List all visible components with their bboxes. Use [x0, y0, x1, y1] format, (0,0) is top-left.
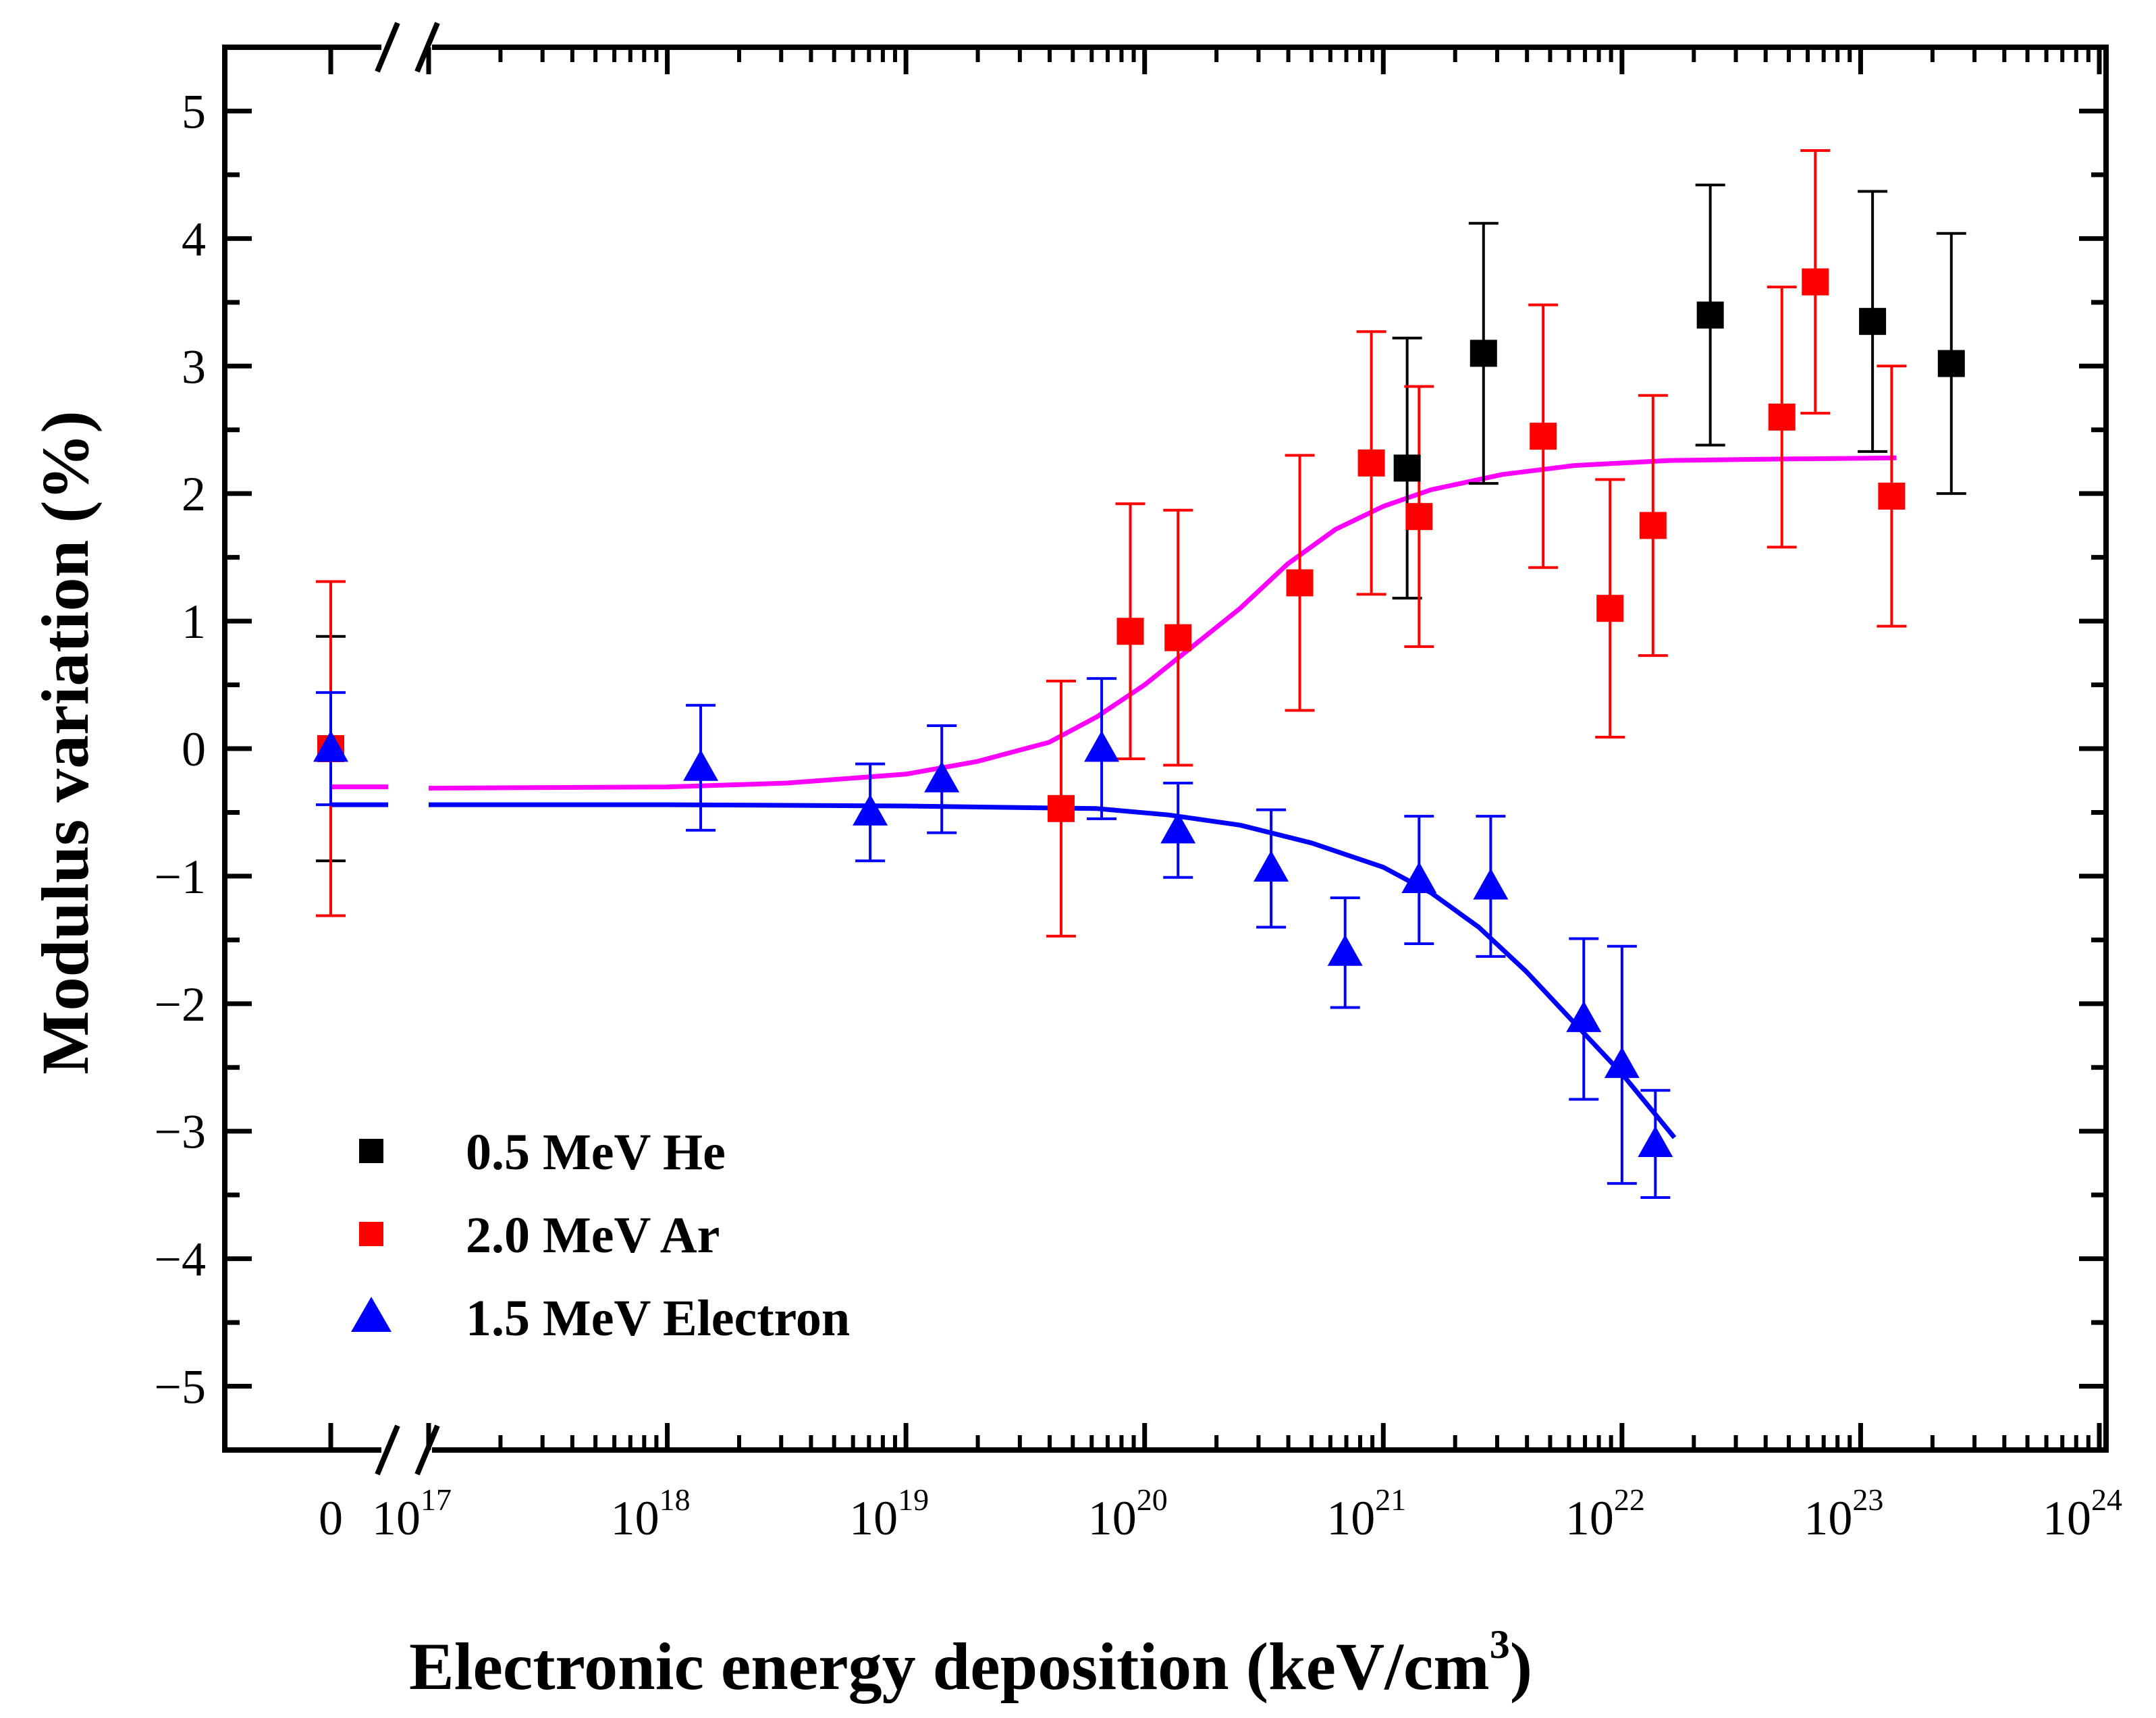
- legend-label: 1.5 MeV Electron: [466, 1290, 850, 1347]
- y-tick-label: 3: [182, 340, 206, 394]
- data-point-2-0-mev-ar: [1530, 423, 1557, 450]
- fit-curves: [331, 455, 1897, 1139]
- data-point-2-0-mev-ar: [1768, 403, 1796, 431]
- x-tick-base: 10: [1326, 1491, 1375, 1545]
- x-tick-label: 1021: [1326, 1482, 1406, 1545]
- x-axis-title-sup: 3: [1490, 1622, 1510, 1667]
- bottom-break-mark-1: [375, 1424, 400, 1476]
- x-tick-exponent: 19: [898, 1482, 929, 1517]
- y-tick-label: 2: [182, 467, 206, 521]
- x-tick-label: 1017: [372, 1482, 452, 1545]
- x-tick-base: 10: [1088, 1491, 1137, 1545]
- data-markers: [313, 268, 1965, 1158]
- axis-break-marks: [375, 22, 440, 1476]
- data-point-2-0-mev-ar: [1596, 595, 1624, 622]
- x-tick-base: 10: [372, 1491, 421, 1545]
- y-tick-label: −4: [154, 1233, 206, 1287]
- legend: 0.5 MeV He 2.0 MeV Ar 1.5 MeV Electron: [351, 1124, 850, 1347]
- data-point-1-5-mev-electron: [1638, 1125, 1673, 1158]
- y-tick-label: −3: [154, 1105, 206, 1159]
- top-break-mark-1: [375, 22, 400, 73]
- data-point-0-5-mev-he: [1470, 340, 1497, 367]
- x-tick-exponent: 18: [659, 1482, 691, 1517]
- data-point-1-5-mev-electron: [313, 730, 348, 762]
- x-tick-label: 1023: [1804, 1482, 1883, 1545]
- data-point-1-5-mev-electron: [683, 749, 719, 781]
- legend-marker-1-5-mev-electron: [351, 1297, 392, 1332]
- data-point-0-5-mev-he: [1859, 308, 1887, 335]
- x-tick-base: 10: [2043, 1491, 2091, 1545]
- fit-curve: [429, 802, 1677, 1139]
- y-axis-title: Modulus variation (%): [28, 410, 103, 1074]
- top-break-mark-2: [414, 22, 440, 73]
- x-tick-label: 1018: [611, 1482, 691, 1545]
- x-tick-base: 10: [1804, 1491, 1852, 1545]
- x-tick-label: 1022: [1565, 1482, 1645, 1545]
- data-point-2-0-mev-ar: [1405, 503, 1433, 531]
- y-tick-label: 4: [182, 212, 206, 266]
- x-tick-exponent: 23: [1852, 1482, 1883, 1517]
- x-tick-base: 10: [849, 1491, 898, 1545]
- data-point-1-5-mev-electron: [1160, 812, 1196, 844]
- data-point-2-0-mev-ar: [1802, 268, 1829, 296]
- data-point-1-5-mev-electron: [1084, 730, 1120, 762]
- y-tick-label: −1: [154, 850, 206, 904]
- data-point-2-0-mev-ar: [1639, 512, 1667, 539]
- x-tick-label: 1019: [849, 1482, 929, 1545]
- x-tick-exponent: 17: [421, 1482, 452, 1517]
- data-point-1-5-mev-electron: [1254, 850, 1289, 882]
- legend-label: 2.0 MeV Ar: [466, 1207, 720, 1264]
- y-tick-label: −5: [154, 1360, 206, 1414]
- fit-curve: [428, 455, 1897, 791]
- y-tick-label: 0: [182, 722, 206, 776]
- data-point-2-0-mev-ar: [1286, 569, 1314, 597]
- y-tick-label: −2: [154, 977, 206, 1031]
- plot-frame: [222, 45, 2109, 1453]
- data-point-0-5-mev-he: [1937, 350, 1965, 377]
- data-point-1-5-mev-electron: [1604, 1046, 1640, 1078]
- x-tick-base: 10: [611, 1491, 659, 1545]
- x-axis-title-main: Electronic energy deposition (keV/cm: [409, 1629, 1490, 1704]
- data-point-2-0-mev-ar: [1164, 624, 1192, 651]
- data-point-1-5-mev-electron: [1401, 861, 1437, 894]
- x-tick-label-zero: 0: [319, 1491, 343, 1545]
- data-point-1-5-mev-electron: [853, 794, 888, 826]
- y-tick-label: 1: [182, 595, 206, 649]
- x-axis-title-close: ): [1510, 1629, 1532, 1704]
- x-tick-label: 1020: [1088, 1482, 1168, 1545]
- legend-marker-2-0-mev-ar: [359, 1222, 383, 1246]
- data-point-1-5-mev-electron: [1473, 868, 1509, 900]
- data-point-2-0-mev-ar: [1116, 618, 1144, 645]
- x-tick-base: 10: [1565, 1491, 1614, 1545]
- x-tick-exponent: 21: [1375, 1482, 1406, 1517]
- x-tick-exponent: 20: [1137, 1482, 1168, 1517]
- data-point-2-0-mev-ar: [1047, 795, 1075, 822]
- legend-marker-0-5-mev-he: [359, 1139, 383, 1163]
- data-point-1-5-mev-electron: [1566, 1000, 1602, 1032]
- data-point-2-0-mev-ar: [1878, 482, 1906, 510]
- data-point-0-5-mev-he: [1393, 454, 1421, 482]
- data-point-1-5-mev-electron: [924, 761, 960, 793]
- data-point-1-5-mev-electron: [1327, 934, 1363, 966]
- x-tick-exponent: 24: [2091, 1482, 2122, 1517]
- x-axis-title: Electronic energy deposition (keV/cm3): [409, 1622, 1532, 1704]
- x-tick-exponent: 22: [1614, 1482, 1645, 1517]
- data-point-2-0-mev-ar: [1357, 449, 1385, 477]
- bottom-break-mark-2: [414, 1424, 440, 1476]
- legend-label: 0.5 MeV He: [466, 1124, 726, 1181]
- y-tick-label: 5: [182, 84, 206, 138]
- x-tick-label: 1024: [2043, 1482, 2122, 1545]
- data-point-0-5-mev-he: [1696, 301, 1724, 329]
